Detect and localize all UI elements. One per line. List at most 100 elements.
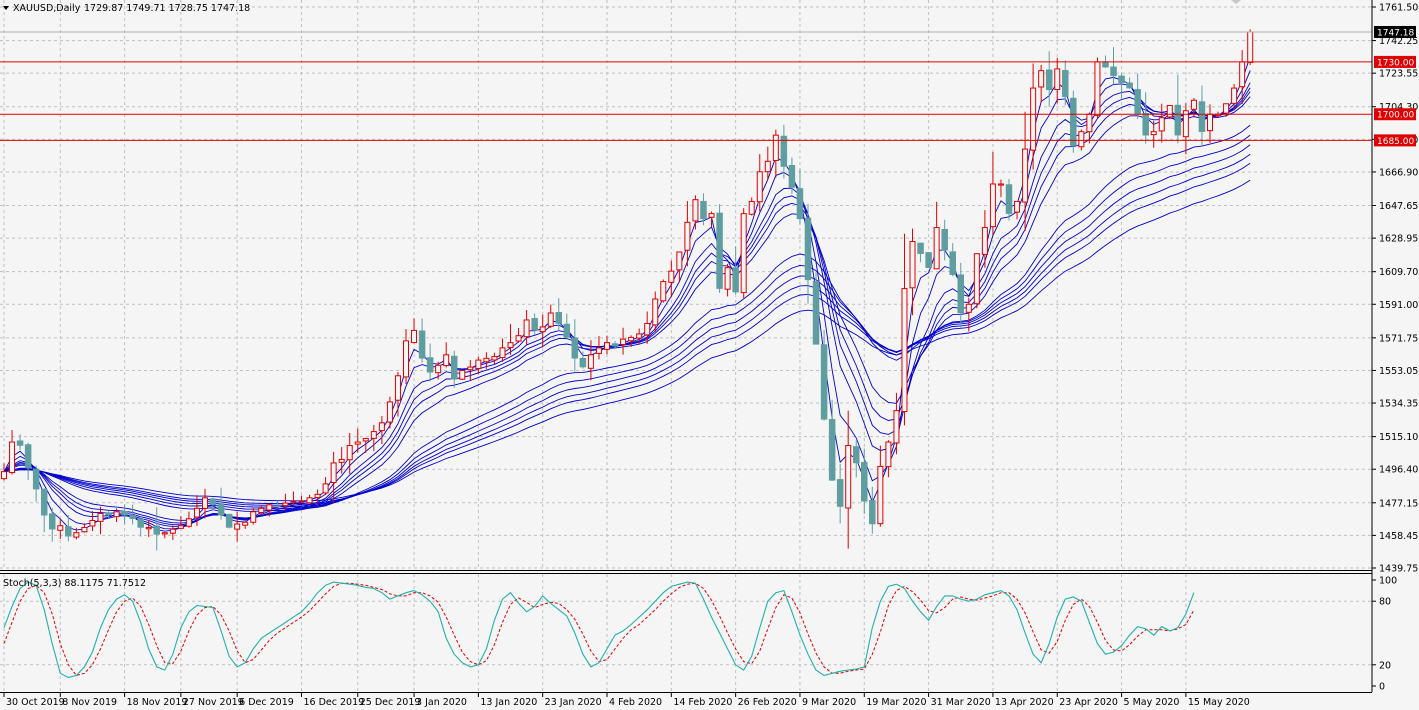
price-tick-label: 1439.75	[1379, 564, 1418, 575]
candle-body	[370, 431, 377, 439]
stoch-main-line	[3, 581, 1195, 679]
candle-body	[121, 511, 128, 516]
ma-line	[3, 124, 1251, 512]
candle-body	[965, 303, 972, 313]
candle-body	[1142, 112, 1149, 136]
stoch-indicator-label: Stoch(5,3,3) 88.1175 71.7512	[3, 578, 146, 589]
time-tick-label: 13 Apr 2020	[995, 697, 1054, 708]
price-tick-label: 1571.75	[1379, 333, 1418, 344]
candle-body	[426, 357, 434, 373]
candle-body	[756, 171, 763, 203]
candle-body	[443, 354, 450, 367]
chart-shift-icon[interactable]	[1231, 0, 1241, 4]
time-tick-label: 18 Nov 2019	[127, 697, 188, 708]
candle-body	[772, 134, 779, 161]
candle-body	[684, 221, 691, 251]
candle-body	[314, 493, 321, 498]
candle-body	[885, 441, 892, 468]
symbol-menu-icon[interactable]	[3, 6, 9, 10]
candle-body	[193, 507, 200, 518]
candle-body	[97, 513, 104, 522]
candle-body	[234, 523, 241, 530]
candle-body	[1190, 99, 1197, 110]
price-axis[interactable]: 1761.501742.251723.551704.301685.601666.…	[1372, 3, 1418, 575]
candle-body	[796, 188, 804, 220]
time-tick-label: 23 Apr 2020	[1059, 697, 1118, 708]
candle-body	[716, 212, 723, 289]
candle-body	[547, 312, 554, 327]
time-tick-label: 14 Feb 2020	[673, 697, 732, 708]
candle-body	[338, 458, 345, 463]
candle-body	[1247, 31, 1254, 63]
price-tick-label: 1704.30	[1379, 102, 1418, 113]
stoch-tick-label: 100	[1379, 576, 1397, 587]
level-price-tag-label: 1700.00	[1377, 111, 1414, 121]
time-tick-label: 4 Feb 2020	[609, 697, 662, 708]
price-tick-label: 1628.95	[1379, 234, 1418, 245]
price-tick-label: 1458.45	[1379, 531, 1418, 542]
candle-body	[330, 462, 337, 483]
candle-body	[1005, 184, 1013, 214]
price-tick-label: 1496.40	[1379, 465, 1418, 476]
candle-body	[531, 318, 538, 331]
candle-body	[1158, 117, 1165, 132]
candle-body	[515, 335, 522, 342]
candle-body	[708, 213, 715, 218]
price-tick-label: 1534.35	[1379, 399, 1418, 410]
candle-body	[89, 519, 96, 527]
candle-body	[587, 354, 594, 369]
level-price-tag	[1374, 108, 1416, 121]
stoch-tick-label: 80	[1379, 597, 1391, 608]
candle-body	[1239, 61, 1246, 88]
candle-body	[467, 366, 474, 371]
candle-body	[836, 479, 844, 507]
moving-averages	[3, 56, 1251, 532]
candle-body	[258, 507, 265, 513]
horizontal-levels[interactable]	[0, 31, 1372, 141]
candle-body	[917, 242, 924, 254]
candle-body	[692, 199, 699, 222]
ma-line	[3, 179, 1251, 502]
candle-body	[748, 200, 755, 215]
time-tick-label: 15 May 2020	[1188, 697, 1250, 708]
candle-body	[1126, 82, 1133, 89]
level-price-tag-label: 1730.00	[1377, 58, 1414, 68]
candle-body	[957, 274, 965, 314]
candle-body	[290, 500, 297, 503]
candle-body	[1150, 131, 1157, 136]
candle-body	[394, 375, 401, 401]
candle-body	[145, 526, 152, 530]
candle-body	[1054, 68, 1061, 90]
candle-body	[700, 200, 707, 220]
candle-body	[1022, 148, 1029, 203]
level-price-tag-label: 1685.00	[1377, 137, 1414, 147]
candle-body	[459, 370, 466, 380]
candle-body	[1198, 101, 1206, 132]
candle-body	[499, 347, 506, 359]
candle-body	[1014, 200, 1021, 213]
candle-body	[676, 251, 683, 271]
candle-body	[989, 183, 996, 228]
candle-body	[169, 528, 176, 534]
candle-body	[161, 532, 168, 535]
candle-body	[1038, 70, 1045, 88]
candle-body	[845, 445, 852, 509]
candle-body	[644, 322, 651, 336]
time-tick-label: 9 Mar 2020	[802, 697, 856, 708]
candle-body	[861, 462, 868, 502]
candle-body	[893, 410, 900, 444]
ma-line	[3, 96, 1251, 521]
time-tick-label: 13 Jan 2020	[480, 697, 537, 708]
candle-body	[1070, 97, 1077, 146]
candle-body	[563, 323, 571, 338]
candle-body	[668, 270, 675, 283]
candle-body	[105, 512, 112, 516]
price-tick-label: 1666.90	[1379, 167, 1418, 178]
candle-body	[732, 267, 739, 293]
candle-body	[901, 288, 908, 413]
price-tick-label: 1553.05	[1379, 366, 1418, 377]
candle-body	[981, 227, 988, 255]
